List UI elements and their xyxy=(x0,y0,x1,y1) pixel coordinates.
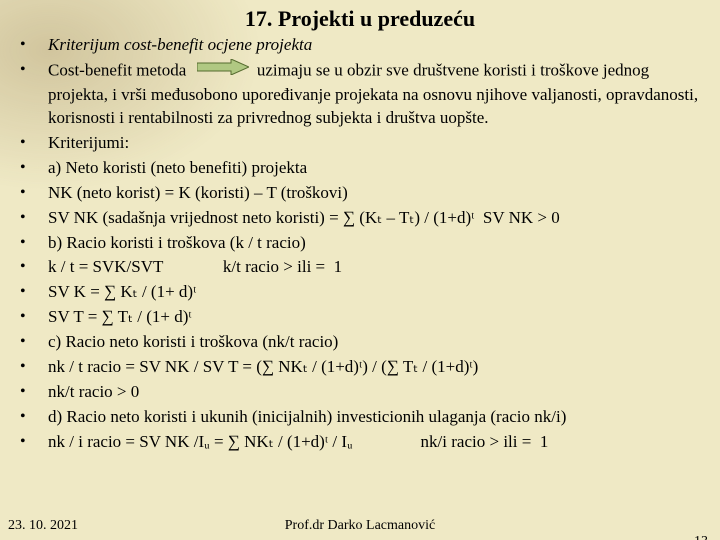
footer-page-number: 13 xyxy=(694,534,708,540)
list-item: • c) Racio neto koristi i troškova (nk/t… xyxy=(48,331,704,354)
bullet-dot: • xyxy=(20,331,26,353)
list-item: • b) Racio koristi i troškova (k / t rac… xyxy=(48,232,704,255)
list-item: • Kriterijumi: xyxy=(48,132,704,155)
bullet-dot: • xyxy=(20,59,26,81)
bullet-text: NK (neto korist) = K (koristi) – T (troš… xyxy=(48,183,348,202)
bullet-text: SV T = ∑ Tₜ / (1+ d)ᵗ xyxy=(48,307,192,326)
list-item: • a) Neto koristi (neto benefiti) projek… xyxy=(48,157,704,180)
list-item: • nk / i racio = SV NK /Iᵤ = ∑ NKₜ / (1+… xyxy=(48,431,704,454)
list-item: • SV K = ∑ Kₜ / (1+ d)ᵗ xyxy=(48,281,704,304)
bullet-dot: • xyxy=(20,182,26,204)
list-item: • Cost-benefit metoda uzimaju se u obzir… xyxy=(48,59,704,130)
bullet-dot: • xyxy=(20,281,26,303)
list-item: • SV NK (sadašnja vrijednost neto korist… xyxy=(48,207,704,230)
list-item: • nk / t racio = SV NK / SV T = (∑ NKₜ /… xyxy=(48,356,704,379)
list-item: • NK (neto korist) = K (koristi) – T (tr… xyxy=(48,182,704,205)
bullet-dot: • xyxy=(20,132,26,154)
arrow-right-icon xyxy=(197,59,249,82)
bullet-dot: • xyxy=(20,431,26,453)
bullet-dot: • xyxy=(20,207,26,229)
bullet-dot: • xyxy=(20,356,26,378)
bullet-text-a: Cost-benefit metoda xyxy=(48,60,186,79)
bullet-dot: • xyxy=(20,406,26,428)
bullet-text: Kriterijumi: xyxy=(48,133,129,152)
bullet-text: k / t = SVK/SVT k/t racio > ili = 1 xyxy=(48,257,342,276)
bullet-text: a) Neto koristi (neto benefiti) projekta xyxy=(48,158,307,177)
bullet-text: Kriterijum cost-benefit ocjene projekta xyxy=(48,35,312,54)
slide-title: 17. Projekti u preduzeću xyxy=(0,0,720,34)
list-item: • Kriterijum cost-benefit ocjene projekt… xyxy=(48,34,704,57)
bullet-text: c) Racio neto koristi i troškova (nk/t r… xyxy=(48,332,338,351)
bullet-dot: • xyxy=(20,256,26,278)
list-item: • k / t = SVK/SVT k/t racio > ili = 1 xyxy=(48,256,704,279)
bullet-dot: • xyxy=(20,232,26,254)
list-item: • d) Racio neto koristi i ukunih (inicij… xyxy=(48,406,704,429)
bullet-text: nk / i racio = SV NK /Iᵤ = ∑ NKₜ / (1+d)… xyxy=(48,432,548,451)
bullet-dot: • xyxy=(20,381,26,403)
bullet-dot: • xyxy=(20,306,26,328)
bullet-dot: • xyxy=(20,34,26,56)
bullet-text: d) Racio neto koristi i ukunih (inicijal… xyxy=(48,407,566,426)
footer-date: 23. 10. 2021 xyxy=(8,518,78,534)
list-item: • nk/t racio > 0 xyxy=(48,381,704,404)
bullet-text: SV K = ∑ Kₜ / (1+ d)ᵗ xyxy=(48,282,196,301)
bullet-dot: • xyxy=(20,157,26,179)
slide-footer: 23. 10. 2021 Prof.dr Darko Lacmanović 13 xyxy=(0,518,720,534)
bullet-text: SV NK (sadašnja vrijednost neto koristi)… xyxy=(48,208,560,227)
arrow-shape xyxy=(197,59,249,75)
list-item: • SV T = ∑ Tₜ / (1+ d)ᵗ xyxy=(48,306,704,329)
bullet-text: nk / t racio = SV NK / SV T = (∑ NKₜ / (… xyxy=(48,357,478,376)
bullet-text: nk/t racio > 0 xyxy=(48,382,139,401)
bullet-list: • Kriterijum cost-benefit ocjene projekt… xyxy=(0,34,720,454)
footer-author: Prof.dr Darko Lacmanović xyxy=(0,518,720,534)
bullet-text: b) Racio koristi i troškova (k / t racio… xyxy=(48,233,306,252)
